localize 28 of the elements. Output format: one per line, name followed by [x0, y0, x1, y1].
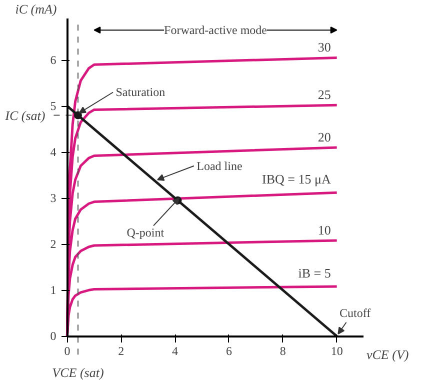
y-tick-label: 1: [50, 283, 56, 298]
series-label: 10: [318, 222, 331, 238]
x-tick-label: 2: [118, 344, 124, 358]
y-tick-label: 2: [50, 237, 56, 252]
ref-line-label: VCE (sat): [52, 365, 104, 380]
x-tick-label: 0: [64, 344, 70, 358]
x-tick-label: 4: [172, 344, 178, 358]
y-tick-label: 5: [50, 99, 56, 114]
x-tick-label: 8: [280, 344, 286, 358]
annotation: Saturation: [116, 85, 166, 100]
x-tick-label: 10: [330, 344, 343, 358]
annotation: Cutoff: [340, 306, 371, 320]
annotation: Q-point: [126, 226, 165, 240]
y-tick-label: 6: [50, 53, 56, 68]
ref-line-label: IC (sat): [4, 108, 46, 123]
series-label: iB = 5: [298, 265, 331, 280]
annotation: Forward-active mode: [164, 23, 267, 38]
series-label: IBQ = 15 μA: [262, 172, 332, 187]
series-label: 25: [318, 87, 331, 102]
annotation: Load line: [196, 158, 242, 173]
y-tick-label: 4: [50, 145, 56, 160]
x-tick-label: 6: [226, 344, 232, 358]
y-axis-title: iC (mA): [15, 2, 57, 17]
x-axis-title: vCE (V): [366, 347, 409, 362]
series-label: 20: [318, 129, 331, 144]
y-tick-label: 0: [50, 329, 56, 344]
series-label: 30: [318, 40, 331, 55]
y-tick-label: 3: [50, 191, 56, 206]
